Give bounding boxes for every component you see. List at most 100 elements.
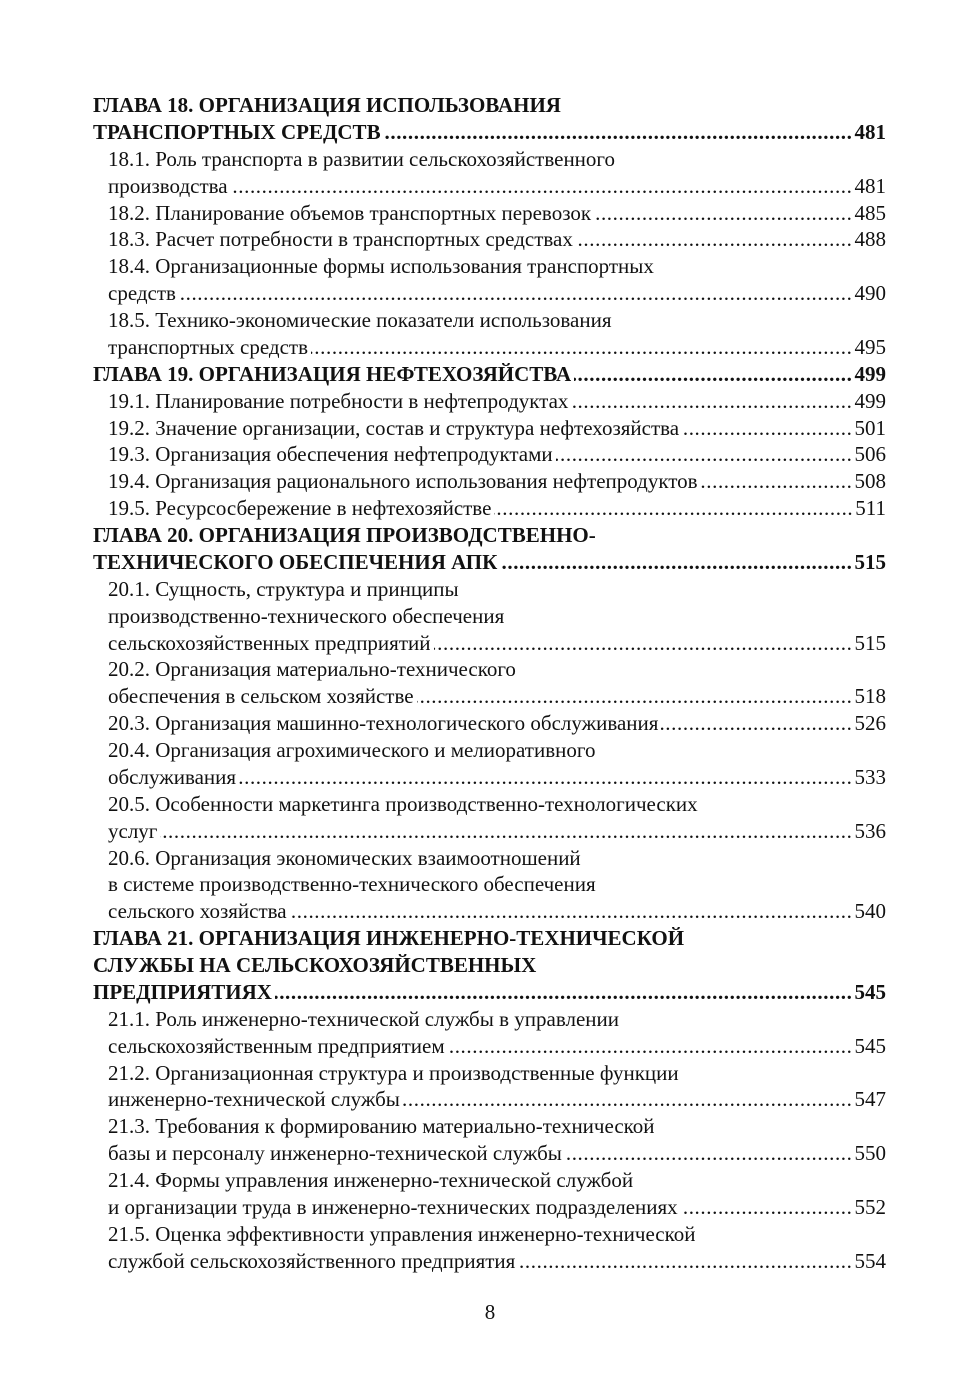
toc-entry[interactable]: 21.2. Организационная структура и произв… — [93, 1060, 886, 1114]
dot-leader — [500, 549, 852, 576]
toc-entry[interactable]: 20.4. Организация агрохимического и мели… — [93, 737, 886, 791]
dot-leader — [494, 495, 853, 522]
toc-title-text: 20.4. Организация агрохимического и мели… — [108, 738, 596, 762]
toc-line: сельскохозяйственных предприятий 515 — [93, 630, 886, 657]
toc-entry[interactable]: 20.1. Сущность, структура и принципы прои… — [93, 576, 886, 657]
toc-entry[interactable]: 20.5. Особенности маркетинга производств… — [93, 791, 886, 845]
dot-leader — [661, 710, 852, 737]
toc-entry[interactable]: 21.5. Оценка эффективности управления ин… — [93, 1221, 886, 1275]
toc-line: службой сельскохозяйственного предприяти… — [93, 1248, 886, 1275]
toc-line: 21.3. Требования к формированию материал… — [93, 1113, 886, 1140]
toc-entry[interactable]: 18.4. Организационные формы использовани… — [93, 253, 886, 307]
toc-page-number: 506 — [854, 442, 887, 467]
dot-leader — [594, 200, 852, 227]
toc-title-text: средств — [108, 281, 176, 306]
toc-title-text: в системе производственно-технического о… — [108, 872, 596, 897]
toc-title-text: 18.2. Планирование объемов транспортных … — [108, 200, 592, 225]
toc-title-text: ТЕХНИЧЕСКОГО ОБЕСПЕЧЕНИЯ АПК — [93, 549, 498, 574]
toc-entry[interactable]: 18.5. Технико-экономические показатели и… — [93, 307, 886, 361]
dot-leader — [571, 388, 852, 415]
toc-entry[interactable]: 20.3. Организация машинно-технологическо… — [93, 710, 886, 737]
toc-chapter[interactable]: ГЛАВА 18. ОРГАНИЗАЦИЯ ИСПОЛЬЗОВАНИЯ ТРАНС… — [93, 92, 886, 146]
dot-leader — [311, 334, 852, 361]
toc-page-number: 536 — [854, 818, 887, 843]
toc-line: базы и персоналу инженерно-технической с… — [93, 1140, 886, 1167]
toc-entry[interactable]: 19.2. Значение организации, состав и стр… — [93, 415, 886, 442]
toc-entry[interactable]: 21.3. Требования к формированию материал… — [93, 1113, 886, 1167]
toc-line: ТЕХНИЧЕСКОГО ОБЕСПЕЧЕНИЯ АПК 515 — [93, 549, 886, 576]
toc-page-number: 550 — [854, 1141, 887, 1166]
toc-title-text: базы и персоналу инженерно-технической с… — [108, 1141, 562, 1166]
toc-chapter[interactable]: ГЛАВА 19. ОРГАНИЗАЦИЯ НЕФТЕХОЗЯЙСТВА 499 — [93, 361, 886, 388]
toc-line: 20.3. Организация машинно-технологическо… — [93, 710, 886, 737]
toc-line: и организации труда в инженерно-техничес… — [93, 1194, 886, 1221]
toc-line: сельскохозяйственным предприятием 545 — [93, 1033, 886, 1060]
toc-title-text: 18.1. Роль транспорта в развитии сельско… — [108, 146, 616, 171]
toc-entry[interactable]: 19.4. Организация рационального использо… — [93, 468, 886, 495]
dot-leader — [231, 173, 853, 200]
toc-title-text: ГЛАВА 19. ОРГАНИЗАЦИЯ НЕФТЕХОЗЯЙСТВА — [93, 361, 572, 386]
toc-entry[interactable]: 19.3. Организация обеспечения нефтепроду… — [93, 441, 886, 468]
toc-entry[interactable]: 20.2. Организация материально-техническо… — [93, 656, 886, 710]
dot-leader — [179, 280, 853, 307]
toc-title-text: 18.5. Технико-экономические показатели и… — [108, 308, 612, 332]
toc-line: 20.1. Сущность, структура и принципы — [93, 576, 886, 603]
toc-line: обеспечения в сельском хозяйстве 518 — [93, 683, 886, 710]
toc-entry[interactable]: 19.5. Ресурсосбережение в нефтехозяйстве… — [93, 495, 886, 522]
dot-leader — [518, 1248, 852, 1275]
toc-line: 20.5. Особенности маркетинга производств… — [93, 791, 886, 818]
toc-page-number: 547 — [854, 1087, 887, 1112]
toc-title-text: ТРАНСПОРТНЫХ СРЕДСТВ — [93, 119, 381, 144]
page-number: 8 — [484, 1300, 496, 1324]
toc-entry[interactable]: 19.1. Планирование потребности в нефтепр… — [93, 388, 886, 415]
dot-leader — [556, 441, 853, 468]
dot-leader — [574, 361, 852, 388]
dot-leader — [417, 683, 853, 710]
toc-line: 21.5. Оценка эффективности управления ин… — [93, 1221, 886, 1248]
toc-entry[interactable]: 20.6. Организация экономических взаимоот… — [93, 845, 886, 926]
toc-title-text: ПРЕДПРИЯТИЯХ — [93, 979, 272, 1004]
toc-entry[interactable]: 18.2. Планирование объемов транспортных … — [93, 200, 886, 227]
toc-line: 19.5. Ресурсосбережение в нефтехозяйстве… — [93, 495, 886, 522]
toc-page-number: 481 — [854, 173, 887, 198]
toc-page-number: 545 — [854, 979, 887, 1004]
toc-title-text: сельскохозяйственных предприятий — [108, 630, 431, 655]
toc-entry[interactable]: 18.1. Роль транспорта в развитии сельско… — [93, 146, 886, 200]
toc-page-number: 545 — [854, 1033, 887, 1058]
toc-page-number: 499 — [854, 361, 887, 386]
toc-line: ГЛАВА 20. ОРГАНИЗАЦИЯ ПРОИЗВОДСТВЕННО- — [93, 522, 886, 549]
toc-title-text: обслуживания — [108, 764, 237, 789]
toc-title-text: 19.1. Планирование потребности в нефтепр… — [108, 388, 569, 413]
toc-entry[interactable]: 21.1. Роль инженерно-технической службы … — [93, 1006, 886, 1060]
toc-title-text: 20.2. Организация материально-техническо… — [108, 657, 516, 682]
toc-line: 20.2. Организация материально-техническо… — [93, 656, 886, 683]
toc-chapter[interactable]: ГЛАВА 20. ОРГАНИЗАЦИЯ ПРОИЗВОДСТВЕННО- ТЕ… — [93, 522, 886, 576]
dot-leader — [160, 818, 852, 845]
toc-entry[interactable]: 18.3. Расчет потребности в транспортных … — [93, 226, 886, 253]
dot-leader — [565, 1140, 853, 1167]
toc-page-number: 518 — [854, 684, 887, 709]
toc-title-text: обеспечения в сельском хозяйстве — [108, 684, 414, 709]
toc-line: 18.3. Расчет потребности в транспортных … — [93, 226, 886, 253]
toc-title-text: 21.5. Оценка эффективности управления ин… — [108, 1221, 696, 1246]
dot-leader — [434, 630, 853, 657]
toc-line: услуг 536 — [93, 818, 886, 845]
toc-title-text: ГЛАВА 21. ОРГАНИЗАЦИЯ ИНЖЕНЕРНО-ТЕХНИЧЕС… — [93, 926, 685, 951]
toc-entry[interactable]: 21.4. Формы управления инженерно-техниче… — [93, 1167, 886, 1221]
toc-title-text: 19.3. Организация обеспечения нефтепроду… — [108, 442, 553, 467]
toc-line: 19.1. Планирование потребности в нефтепр… — [93, 388, 886, 415]
toc-page-number: 490 — [854, 281, 887, 306]
toc-page-number: 554 — [854, 1248, 887, 1273]
toc-line: 21.1. Роль инженерно-технической службы … — [93, 1006, 886, 1033]
toc-title-text: 21.4. Формы управления инженерно-техниче… — [108, 1168, 634, 1192]
toc-title-text: 21.1. Роль инженерно-технической службы … — [108, 1006, 619, 1031]
toc-title-text: 18.3. Расчет потребности в транспортных … — [108, 227, 573, 252]
toc-page-number: 499 — [854, 388, 887, 413]
toc-title-text: 20.6. Организация экономических взаимоот… — [108, 845, 581, 870]
toc-title-text: ГЛАВА 18. ОРГАНИЗАЦИЯ ИСПОЛЬЗОВАНИЯ — [93, 93, 561, 117]
toc-chapter[interactable]: ГЛАВА 21. ОРГАНИЗАЦИЯ ИНЖЕНЕРНО-ТЕХНИЧЕС… — [93, 925, 886, 1006]
toc-line: обслуживания 533 — [93, 764, 886, 791]
toc-title-text: ГЛАВА 20. ОРГАНИЗАЦИЯ ПРОИЗВОДСТВЕННО- — [93, 523, 596, 547]
dot-leader — [384, 119, 853, 146]
toc-line: производственно-технического обеспечения — [93, 603, 886, 630]
